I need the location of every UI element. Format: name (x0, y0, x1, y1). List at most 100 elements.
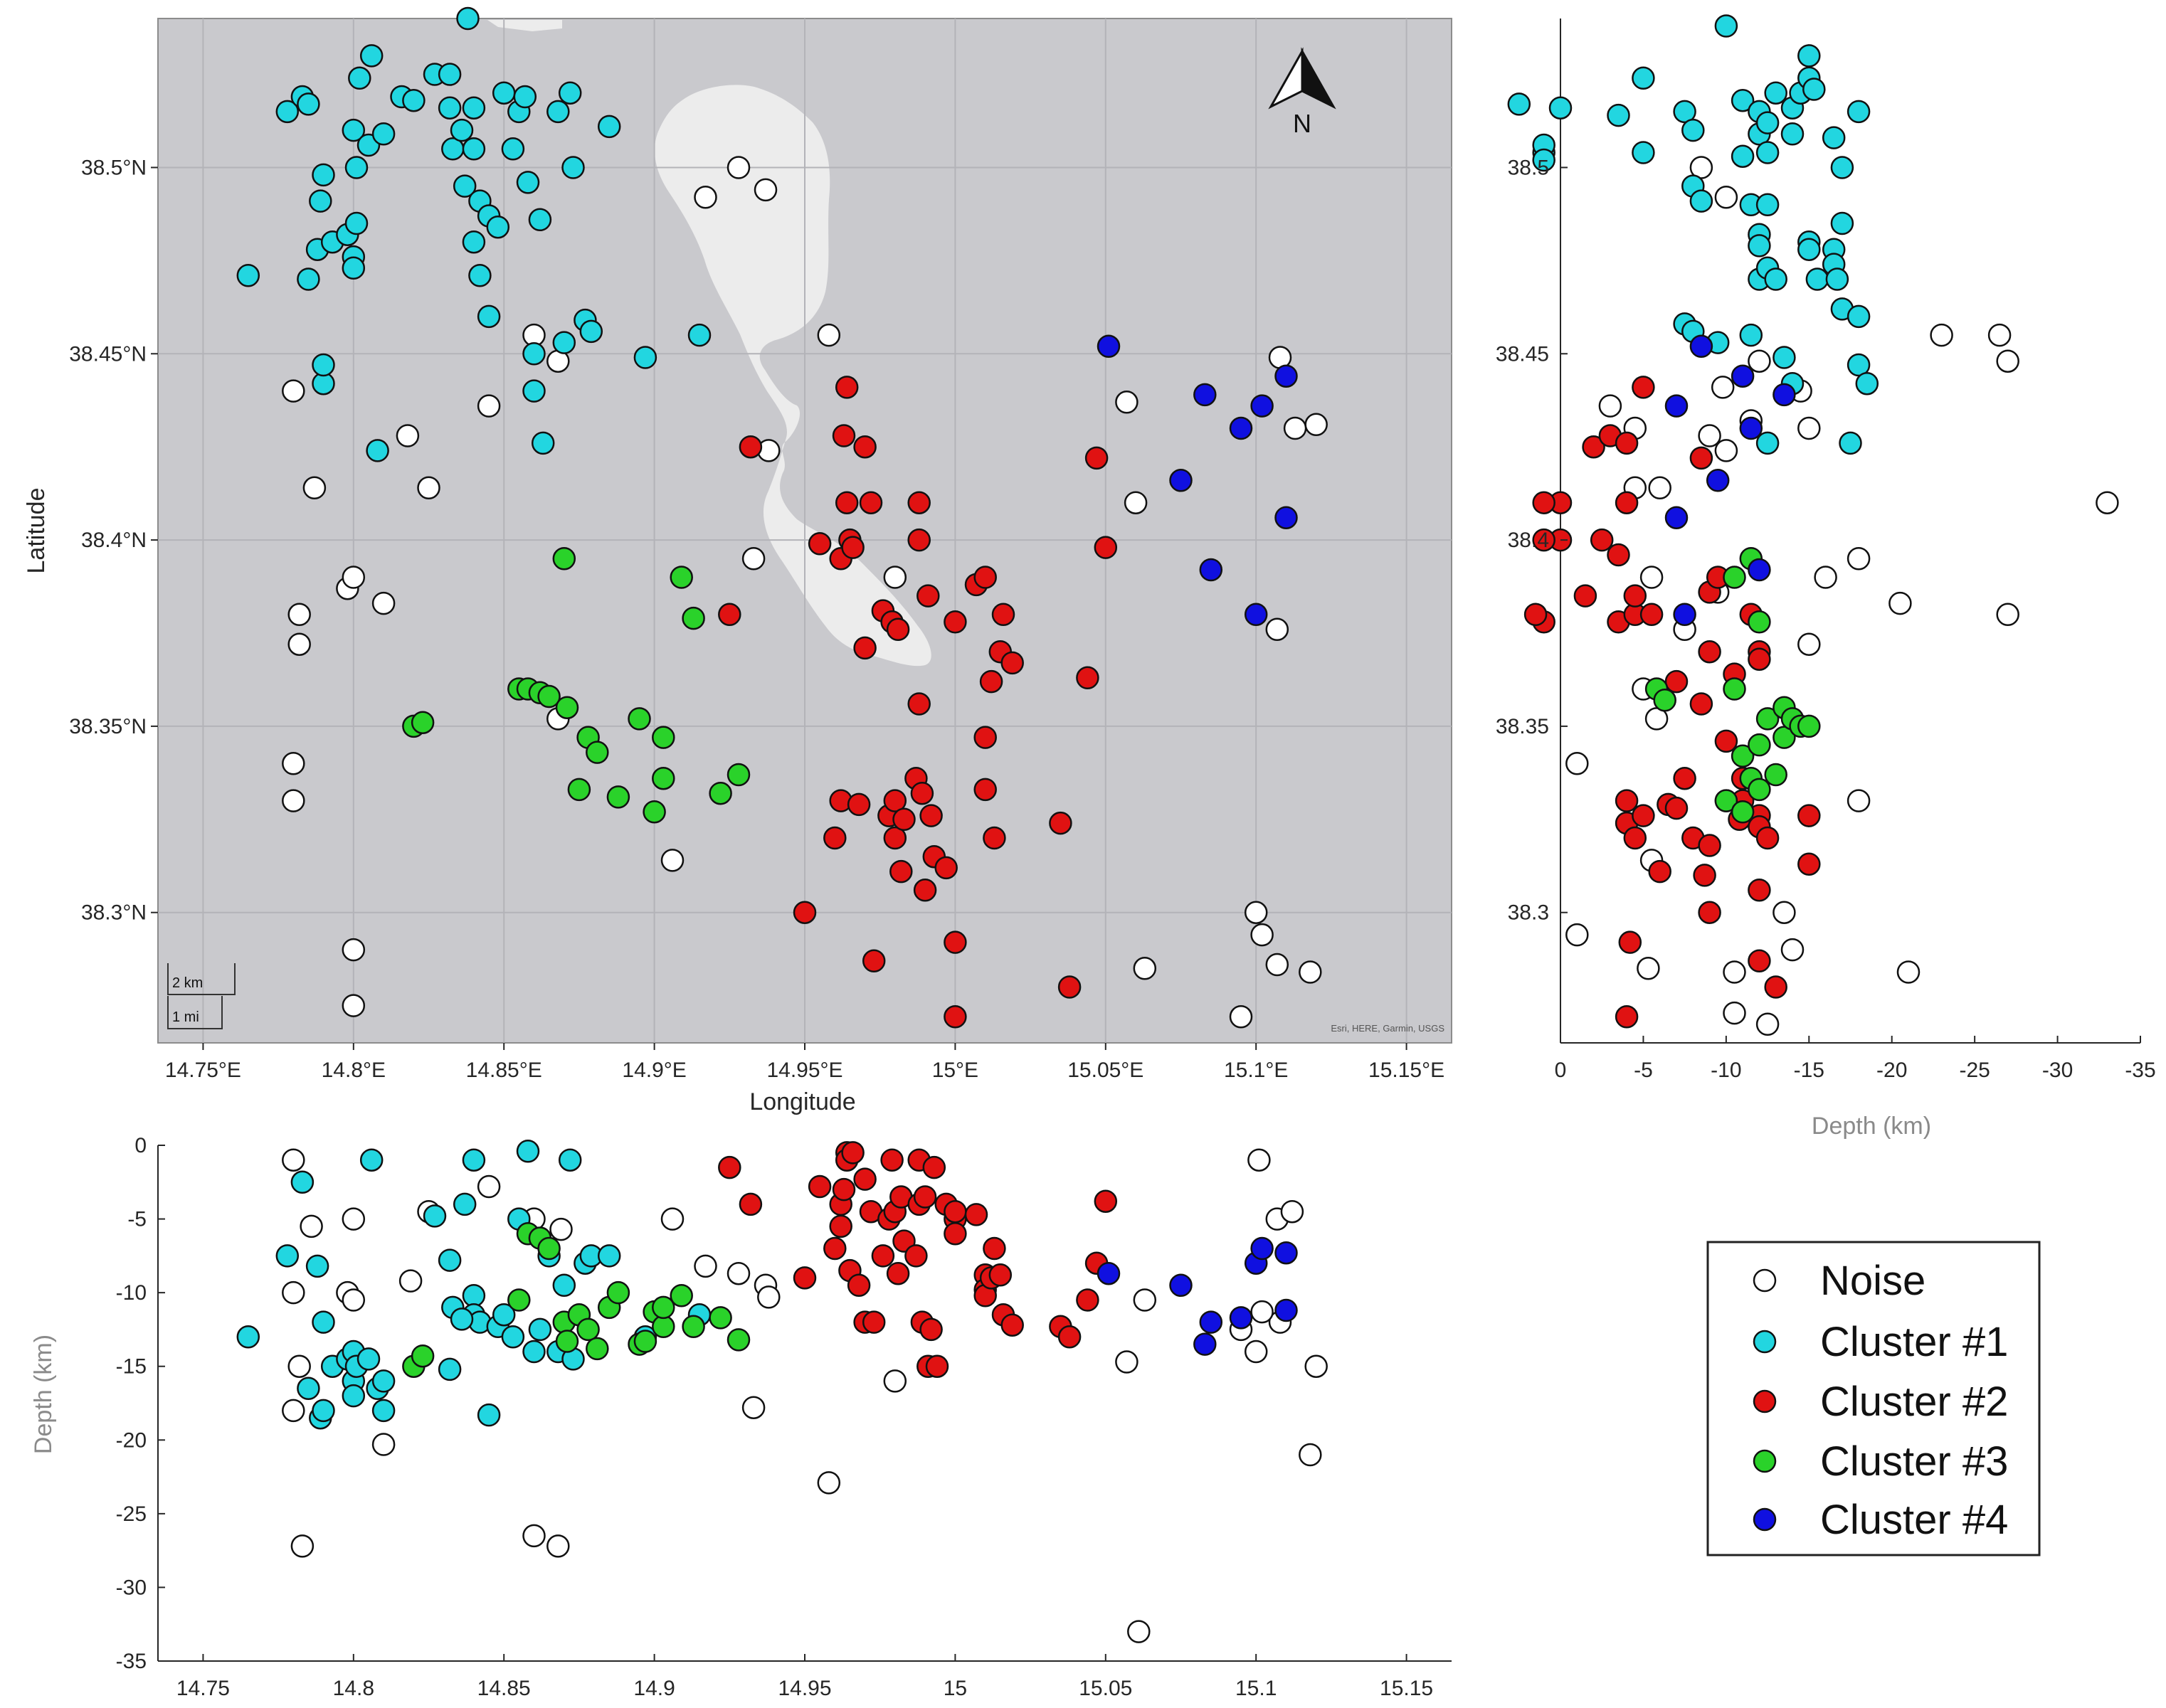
ld-point-noise-8 (342, 1207, 366, 1231)
dl-point-cluster1-38 (1797, 44, 1821, 68)
map-point-cluster1-28 (450, 118, 474, 142)
dl-point-cluster3-1 (1653, 689, 1676, 712)
ld-ytick-label-0: 0 (134, 1134, 147, 1157)
legend-label-cluster3: Cluster #3 (1820, 1438, 2008, 1485)
map-point-cluster1-30 (453, 174, 477, 198)
map-xticks: 14.75°E 14.8°E 14.85°E 14.9°E 14.95°E 15°E 15.… (165, 1043, 1444, 1082)
dl-point-noise-35 (1996, 349, 2019, 373)
ld-point-noise-18 (694, 1254, 717, 1278)
dl-point-noise-13 (1698, 424, 1721, 447)
ld-point-noise-24 (883, 1369, 907, 1393)
dl-point-cluster1-54 (1822, 126, 1846, 149)
map-point-noise-27 (1133, 957, 1157, 980)
dl-point-cluster1-27 (1755, 193, 1780, 217)
ld-point-noise-4 (290, 1534, 315, 1558)
map-point-cluster2-42 (979, 669, 1003, 694)
dl-point-cluster1-25 (1755, 141, 1780, 164)
dl-ytick-label-2: 38.4 (1508, 529, 1549, 552)
ld-point-noise-22 (757, 1285, 781, 1309)
map-point-cluster3-15 (652, 726, 675, 749)
island-salina-north (487, 20, 562, 31)
ld-point-noise-29 (1247, 1148, 1271, 1172)
ld-point-cluster1-29 (501, 1325, 525, 1349)
map-point-cluster1-39 (492, 81, 516, 105)
dl-point-cluster1-35 (1780, 122, 1805, 146)
map-point-cluster2-26 (907, 491, 931, 514)
ld-point-cluster1-46 (450, 1307, 474, 1331)
dl-point-noise-22 (1755, 1012, 1780, 1036)
map-xtick-label-7: 15.1°E (1224, 1059, 1288, 1082)
ld-point-noise-2 (282, 1399, 305, 1423)
ld-point-cluster2-36 (944, 1222, 967, 1246)
map-point-noise-1 (302, 476, 327, 500)
dl-point-noise-37 (2096, 491, 2119, 514)
map-yticks: 38.3°N 38.35°N 38.4°N 38.45°N 38.5°N (69, 156, 158, 925)
map-point-noise-21 (817, 323, 841, 347)
map-xtick-label-2: 14.85°E (466, 1059, 542, 1082)
dl-point-noise-18 (1723, 960, 1746, 984)
dl-point-noise-0 (1565, 923, 1589, 947)
dl-point-cluster2-18 (1623, 826, 1647, 850)
ld-xtick-label-5: 15 (944, 1677, 967, 1700)
map-point-cluster1-4 (297, 267, 320, 291)
ld-point-cluster4-8 (1274, 1298, 1298, 1322)
dl-point-cluster2-53 (1797, 804, 1821, 827)
ld-point-cluster3-17 (652, 1295, 675, 1320)
dl-point-cluster1-23 (1748, 234, 1771, 258)
map-point-cluster2-36 (944, 930, 967, 954)
map-point-cluster1-54 (597, 115, 621, 139)
dl-ytick-label-3: 38.45 (1496, 342, 1549, 366)
map-point-cluster1-13 (342, 256, 366, 280)
dl-point-cluster1-9 (1681, 118, 1705, 142)
map-point-cluster2-51 (1094, 536, 1118, 559)
ld-point-cluster2-0 (718, 1155, 741, 1179)
map-point-cluster2-45 (991, 603, 1015, 627)
map-point-cluster2-29 (910, 781, 934, 805)
dl-point-noise-30 (1847, 789, 1871, 812)
legend-entry-cluster4: Cluster #4 (1753, 1497, 2008, 1543)
ld-point-noise-10 (398, 1269, 423, 1293)
ld-point-cluster4-3 (1199, 1310, 1223, 1334)
map-point-cluster1-44 (522, 342, 546, 366)
legend-label-cluster4: Cluster #4 (1820, 1497, 2008, 1543)
ld-point-cluster1-28 (492, 1303, 516, 1327)
ld-point-cluster4-2 (1193, 1332, 1217, 1356)
dl-point-noise-16 (1714, 439, 1738, 462)
ld-point-noise-1 (282, 1280, 305, 1305)
ld-ytick-label-1: -5 (127, 1208, 147, 1231)
dl-xtick-label-3: -15 (1794, 1059, 1824, 1082)
ld-point-cluster2-19 (880, 1148, 904, 1172)
ld-point-cluster1-0 (236, 1325, 260, 1349)
map-point-cluster2-13 (853, 636, 877, 660)
map-point-cluster2-1 (739, 435, 763, 459)
map-point-cluster1-56 (687, 323, 712, 347)
ld-point-cluster1-17 (371, 1399, 396, 1423)
map-point-cluster1-19 (359, 44, 384, 68)
ld-point-cluster1-14 (356, 1347, 381, 1371)
dl-point-noise-2 (1598, 394, 1622, 418)
dl-point-cluster1-4 (1507, 92, 1531, 116)
legend-marker-cluster1 (1753, 1330, 1777, 1354)
legend-entry-cluster3: Cluster #3 (1753, 1438, 2008, 1485)
dl-point-noise-9 (1648, 476, 1671, 500)
ld-ytick-label-4: -20 (116, 1428, 147, 1452)
ld-xtick-label-8: 15.15 (1380, 1677, 1433, 1700)
dl-point-cluster1-5 (1607, 103, 1630, 127)
map-point-noise-11 (396, 424, 420, 447)
legend-entry-cluster2: Cluster #2 (1753, 1379, 2008, 1425)
map-point-cluster2-9 (835, 491, 859, 514)
dl-point-cluster1-41 (1805, 267, 1829, 291)
map-point-cluster4-0 (1097, 334, 1121, 359)
ld-xtick-label-3: 14.9 (633, 1677, 675, 1700)
dl-point-cluster2-14 (1615, 789, 1639, 812)
dl-xtick-label-7: -35 (2125, 1059, 2155, 1082)
dl-point-cluster1-19 (1739, 323, 1763, 347)
ld-point-cluster2-30 (919, 1317, 943, 1342)
depth-lat-xlabel: Depth (km) (1812, 1113, 1931, 1140)
legend: Noise Cluster #1 Cluster #2 Cluster #3 C… (1706, 1241, 2041, 1556)
dl-point-cluster1-0 (1548, 96, 1573, 120)
map-point-cluster1-46 (528, 208, 552, 232)
ld-point-cluster1-7 (312, 1399, 335, 1423)
map-point-cluster2-8 (835, 376, 859, 399)
